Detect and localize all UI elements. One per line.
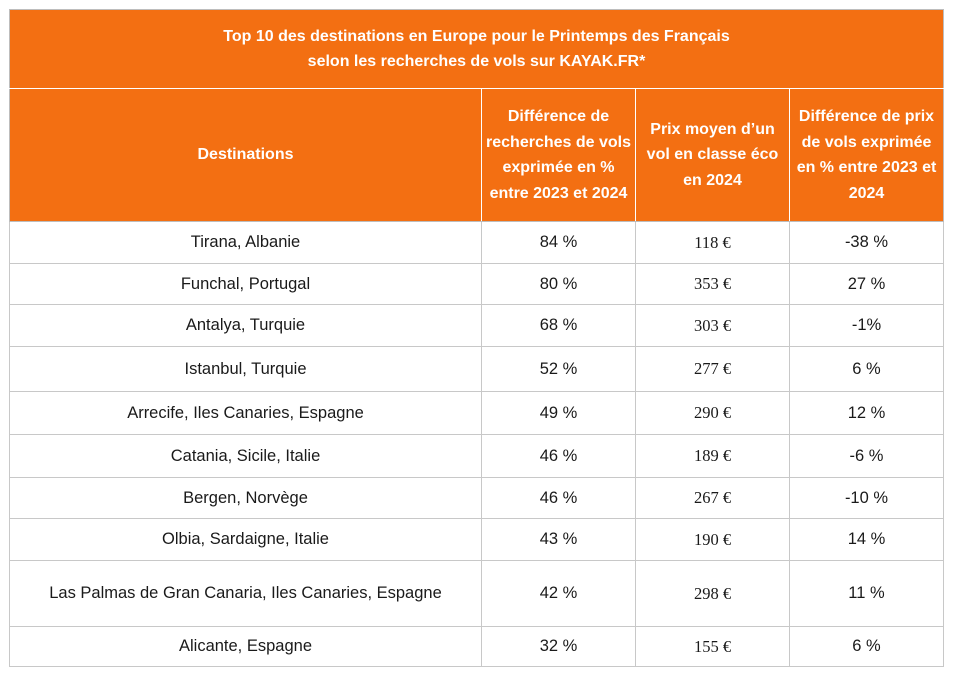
price-diff-cell: 12 % — [789, 391, 944, 435]
search-diff-cell: 42 % — [481, 560, 636, 627]
table-row: Funchal, Portugal 80 % 353 € 27 % — [9, 263, 944, 305]
destination-cell: Alicante, Espagne — [9, 626, 482, 667]
price-diff-cell: 14 % — [789, 518, 944, 561]
search-diff-cell: 32 % — [481, 626, 636, 667]
avg-price-cell: 303 € — [635, 304, 790, 347]
search-diff-cell: 52 % — [481, 346, 636, 392]
price-diff-cell: 27 % — [789, 263, 944, 305]
table-row: Catania, Sicile, Italie 46 % 189 € -6 % — [9, 434, 944, 478]
search-diff-cell: 43 % — [481, 518, 636, 561]
search-diff-cell: 49 % — [481, 391, 636, 435]
search-diff-cell: 46 % — [481, 434, 636, 478]
destination-cell: Antalya, Turquie — [9, 304, 482, 347]
destination-cell: Istanbul, Turquie — [9, 346, 482, 392]
header-price-difference: Différence de prix de vols exprimée en %… — [789, 88, 944, 222]
avg-price-cell: 290 € — [635, 391, 790, 435]
price-diff-cell: 11 % — [789, 560, 944, 627]
price-diff-cell: -1% — [789, 304, 944, 347]
destination-cell: Funchal, Portugal — [9, 263, 482, 305]
avg-price-cell: 190 € — [635, 518, 790, 561]
table-row: Olbia, Sardaigne, Italie 43 % 190 € 14 % — [9, 518, 944, 561]
destinations-table: Top 10 des destinations en Europe pour l… — [9, 9, 944, 667]
header-destinations: Destinations — [9, 88, 482, 222]
table-row: Arrecife, Iles Canaries, Espagne 49 % 29… — [9, 391, 944, 435]
destination-cell: Tirana, Albanie — [9, 221, 482, 264]
destination-cell: Bergen, Norvège — [9, 477, 482, 519]
table-row: Tirana, Albanie 84 % 118 € -38 % — [9, 221, 944, 264]
price-diff-cell: -10 % — [789, 477, 944, 519]
avg-price-cell: 267 € — [635, 477, 790, 519]
table-title: Top 10 des destinations en Europe pour l… — [9, 9, 944, 89]
avg-price-cell: 298 € — [635, 560, 790, 627]
column-header-row: Destinations Différence de recherches de… — [9, 88, 944, 222]
table-title-line-1: Top 10 des destinations en Europe pour l… — [223, 28, 730, 45]
header-search-difference: Différence de recherches de vols exprimé… — [481, 88, 636, 222]
avg-price-cell: 118 € — [635, 221, 790, 264]
avg-price-cell: 189 € — [635, 434, 790, 478]
avg-price-cell: 353 € — [635, 263, 790, 305]
table-row: Antalya, Turquie 68 % 303 € -1% — [9, 304, 944, 347]
price-diff-cell: -38 % — [789, 221, 944, 264]
header-average-price: Prix moyen d’un vol en classe éco en 202… — [635, 88, 790, 222]
destination-cell: Arrecife, Iles Canaries, Espagne — [9, 391, 482, 435]
table-row: Istanbul, Turquie 52 % 277 € 6 % — [9, 346, 944, 392]
destination-cell: Olbia, Sardaigne, Italie — [9, 518, 482, 561]
price-diff-cell: 6 % — [789, 346, 944, 392]
table-row: Las Palmas de Gran Canaria, Iles Canarie… — [9, 560, 944, 627]
ranking-table-container: Top 10 des destinations en Europe pour l… — [9, 9, 944, 667]
title-row: Top 10 des destinations en Europe pour l… — [9, 9, 944, 89]
search-diff-cell: 68 % — [481, 304, 636, 347]
search-diff-cell: 84 % — [481, 221, 636, 264]
table-title-line-2: selon les recherches de vols sur KAYAK.F… — [307, 53, 646, 70]
destination-cell: Catania, Sicile, Italie — [9, 434, 482, 478]
table-row: Alicante, Espagne 32 % 155 € 6 % — [9, 626, 944, 667]
search-diff-cell: 46 % — [481, 477, 636, 519]
search-diff-cell: 80 % — [481, 263, 636, 305]
price-diff-cell: 6 % — [789, 626, 944, 667]
avg-price-cell: 277 € — [635, 346, 790, 392]
price-diff-cell: -6 % — [789, 434, 944, 478]
table-row: Bergen, Norvège 46 % 267 € -10 % — [9, 477, 944, 519]
destination-cell: Las Palmas de Gran Canaria, Iles Canarie… — [9, 560, 482, 627]
avg-price-cell: 155 € — [635, 626, 790, 667]
